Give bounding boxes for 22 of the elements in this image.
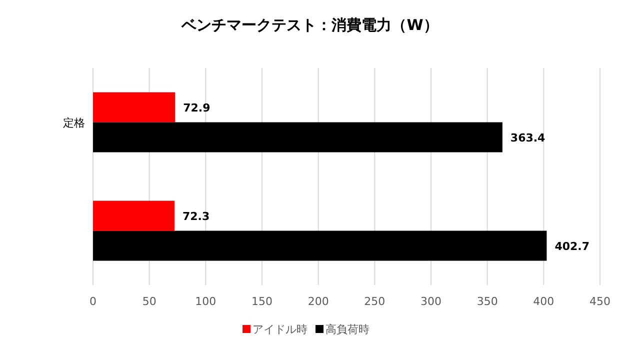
x-tick-label: 100: [195, 295, 216, 308]
y-tick-label: 定格: [63, 116, 85, 130]
x-tick-label: 200: [308, 295, 329, 308]
x-tick-label: 350: [476, 295, 498, 308]
x-tick-label: 300: [420, 295, 442, 308]
chart-title: ベンチマークテスト：消費電力（W）: [180, 16, 438, 34]
x-tick-label: 450: [590, 295, 610, 308]
bar: [93, 230, 547, 261]
x-tick-label: 400: [533, 295, 554, 308]
bar: [93, 122, 502, 152]
bar: [93, 200, 174, 231]
data-label: 72.9: [183, 101, 210, 114]
x-tick-label: 0: [90, 295, 96, 308]
x-tick-label: 50: [142, 295, 156, 308]
bar: [93, 92, 176, 122]
data-label: 363.4: [510, 131, 546, 144]
data-label: 402.7: [554, 240, 590, 253]
x-tick-label: 250: [364, 295, 386, 308]
legend-label: アイドル時: [252, 323, 308, 336]
legend-label: 高負荷時: [326, 323, 370, 336]
x-tick-label: 150: [252, 295, 272, 308]
data-label: 72.3: [182, 210, 210, 223]
